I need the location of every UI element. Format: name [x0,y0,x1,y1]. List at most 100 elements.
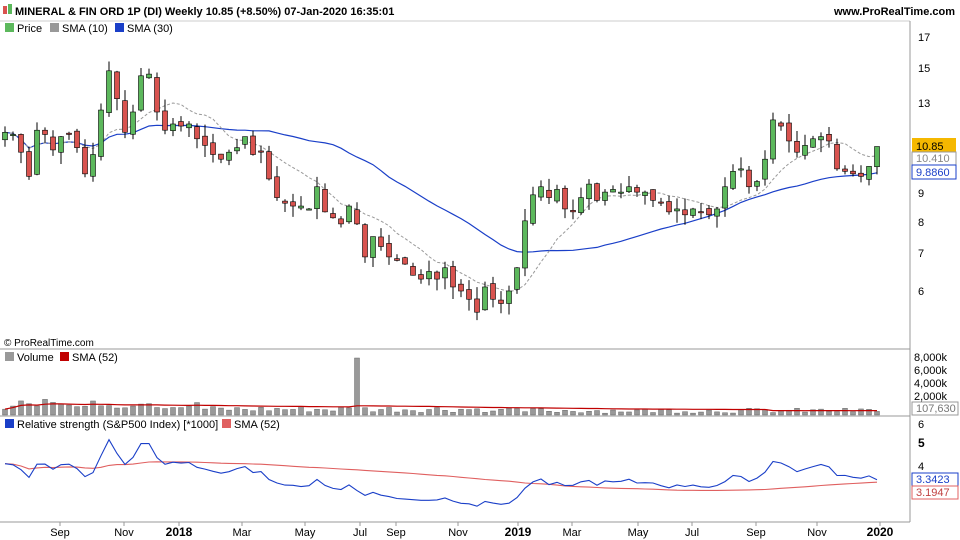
volume-bar [650,412,656,416]
volume-bar [274,408,280,416]
candle-body [738,168,744,171]
rs-sma-legend-swatch [222,419,231,428]
volume-bar [370,411,376,416]
volume-bar [530,408,536,416]
volume-bar [146,403,152,416]
volume-bar [482,412,488,416]
candle-body [506,290,512,304]
price-tick: 9 [918,188,924,200]
volume-bar [762,409,768,416]
sma10-legend-swatch [50,23,59,32]
sma10-line-layer [4,102,878,292]
candle-body [650,189,656,201]
candle-body [826,134,832,142]
x-tick-label: Mar [233,527,252,539]
volume-last-tag-bg [911,401,959,416]
volume-bar [154,407,160,416]
candle-body [658,201,664,204]
volume-bar [106,405,112,416]
volume-bars-layer [2,357,880,416]
rs-sma-line [4,461,878,491]
volume-bar [354,357,360,416]
candle-body [42,129,48,135]
volume-bar [730,412,736,416]
volume-bar [818,408,824,416]
candle-body [418,274,424,280]
volume-bar [802,411,808,416]
volume-bar [522,411,528,416]
website-label[interactable]: www.ProRealTime.com [833,6,955,18]
volume-bar [610,409,616,416]
volume-bar [450,412,456,416]
volume-bar [634,409,640,416]
candle-body [10,134,16,136]
price-tick: 13 [918,98,930,110]
candle-body [850,170,856,175]
rs-legend: Relative strength (S&P500 Index) [*1000]… [5,419,280,431]
candle-body [322,189,328,213]
volume-bar [626,411,632,416]
candle-body [610,189,616,193]
volume-bar [754,408,760,416]
candle-body [490,283,496,300]
volume-bar [130,405,136,416]
volume-tick: 6,000k [914,365,948,377]
price-tick: 7 [918,248,924,260]
volume-bar [218,407,224,416]
price-header-icon [3,6,7,14]
volume-bar [778,410,784,416]
candle-body [282,200,288,204]
volume-bar [162,408,168,416]
candle-body [666,201,672,213]
volume-bar [594,410,600,416]
volume-bar [826,410,832,416]
candle-body [570,210,576,213]
candle-body [154,77,160,113]
volume-bar [434,407,440,416]
candle-body [82,146,88,175]
candle-body [18,134,24,153]
price-legend-swatch [5,23,14,32]
volume-bar [82,406,88,416]
candle-body [58,136,64,153]
volume-bar [858,408,864,416]
candle-body [122,100,128,133]
volume-bar [26,403,32,416]
candle-body [642,191,648,196]
last-price-tag: 10.85 [916,141,944,153]
volume-bar [706,409,712,416]
x-axis: Sep Nov 2018 Mar May Jul Sep Nov 2019 Mar May Jul Se… [50,522,894,539]
candle-body [546,189,552,198]
rs-lines-layer [4,438,878,507]
volume-bar [114,407,120,416]
volume-bar [770,412,776,416]
candle-body [34,129,40,175]
volume-bar [546,411,552,416]
candle-body [722,186,728,209]
volume-bar [314,408,320,416]
candle-body [746,169,752,188]
candle-body [26,151,32,177]
candle-body [378,236,384,247]
rs-tick: 4 [918,461,924,473]
volume-bar [466,409,472,416]
candle-body [202,135,208,146]
candle-body [810,138,816,148]
volume-bar [402,409,408,416]
volume-bar [258,407,264,416]
volume-bar [570,411,576,416]
x-tick-label: Nov [114,527,134,539]
volume-bar [42,399,48,416]
candle-body [802,145,808,156]
candle-body [762,158,768,180]
volume-sma-line [4,403,877,412]
volume-bar [330,410,336,416]
sma30-legend-label: SMA (30) [127,23,173,35]
candle-body [466,289,472,300]
volume-bar [674,412,680,416]
sma30-line-layer [4,124,878,253]
volume-bar [602,412,608,416]
volume-legend-label: Volume [17,352,54,364]
volume-bar [18,400,24,416]
candle-body [698,211,704,214]
